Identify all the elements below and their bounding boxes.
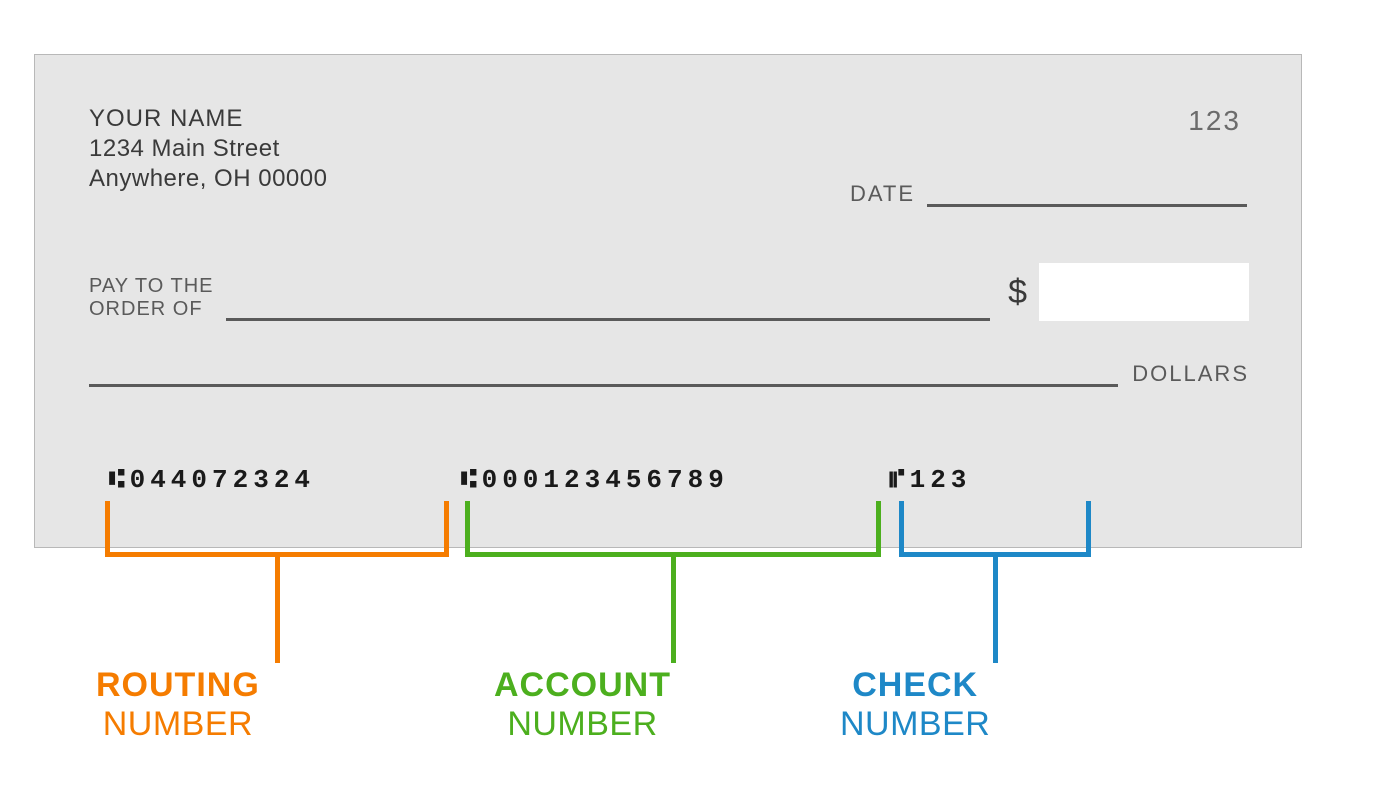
micr-account-number: ⑆000123456789 xyxy=(461,465,863,495)
micr-routing-number: ⑆044072324 xyxy=(109,465,437,495)
payer-address-1: 1234 Main Street xyxy=(89,135,327,163)
bracket-routing-stem xyxy=(275,557,280,663)
date-row: DATE xyxy=(850,181,1247,207)
date-label: DATE xyxy=(850,181,915,207)
callout-account-l1: ACCOUNT xyxy=(494,666,671,705)
date-line xyxy=(927,204,1247,207)
bracket-routing xyxy=(105,501,449,557)
dollar-sign: $ xyxy=(1008,273,1027,312)
callouts: ROUTING NUMBER ACCOUNT NUMBER CHECK NUMB… xyxy=(34,654,1302,774)
payer-name: YOUR NAME xyxy=(89,105,327,133)
dollars-label: DOLLARS xyxy=(1132,361,1249,387)
bracket-check xyxy=(899,501,1091,557)
callout-routing: ROUTING NUMBER xyxy=(96,666,260,744)
callout-check-l2: NUMBER xyxy=(840,705,990,744)
bracket-account xyxy=(465,501,881,557)
callout-check: CHECK NUMBER xyxy=(840,666,990,744)
pay-to-label-l1: PAY TO THE xyxy=(89,275,214,298)
check-number-top: 123 xyxy=(1188,105,1241,137)
callout-account-l2: NUMBER xyxy=(494,705,671,744)
payer-block: YOUR NAME 1234 Main Street Anywhere, OH … xyxy=(89,105,327,193)
pay-to-label-l2: ORDER OF xyxy=(89,298,214,321)
bracket-check-stem xyxy=(993,557,998,663)
callout-account: ACCOUNT NUMBER xyxy=(494,666,671,744)
callout-routing-l2: NUMBER xyxy=(96,705,260,744)
bracket-account-stem xyxy=(671,557,676,663)
dollars-row: DOLLARS xyxy=(89,361,1249,387)
pay-to-row: PAY TO THE ORDER OF $ xyxy=(89,263,1249,321)
callout-check-l1: CHECK xyxy=(840,666,990,705)
pay-to-line xyxy=(226,318,991,321)
amount-box xyxy=(1039,263,1249,321)
micr-check-number: ⑈123 xyxy=(889,465,971,495)
micr-row: ⑆044072324 ⑆000123456789 ⑈123 xyxy=(109,465,971,495)
payer-address-2: Anywhere, OH 00000 xyxy=(89,165,327,193)
dollars-line xyxy=(89,384,1118,387)
check-infographic: YOUR NAME 1234 Main Street Anywhere, OH … xyxy=(34,54,1302,548)
callout-routing-l1: ROUTING xyxy=(96,666,260,705)
pay-to-label: PAY TO THE ORDER OF xyxy=(89,275,214,321)
check-body: YOUR NAME 1234 Main Street Anywhere, OH … xyxy=(34,54,1302,548)
brackets-layer xyxy=(89,501,1249,581)
